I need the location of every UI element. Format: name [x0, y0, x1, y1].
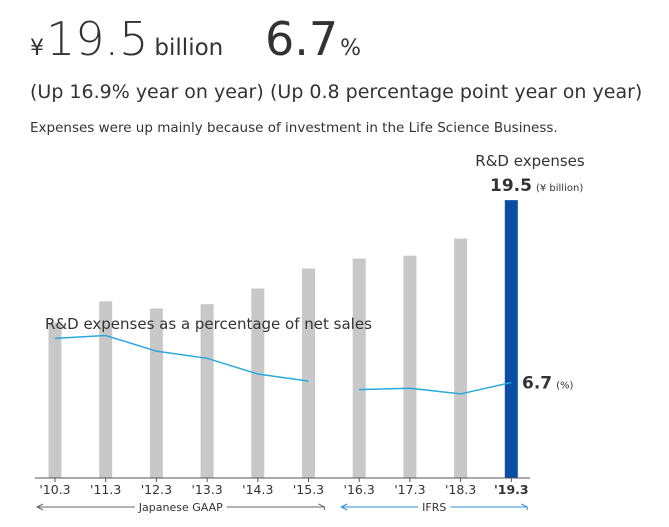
bar — [302, 268, 315, 478]
headline-value: 6.7 — [265, 12, 338, 66]
series-name: R&D expenses — [475, 152, 585, 170]
bar — [403, 255, 417, 478]
x-tick-label: '19.3 — [494, 482, 529, 497]
x-tick-label: '11.3 — [90, 482, 121, 497]
ratio-line — [359, 381, 512, 395]
x-tick-label: '12.3 — [141, 482, 172, 497]
series-name: R&D expenses as a percentage of net sale… — [45, 315, 372, 333]
subtitle: Expenses were up mainly because of inves… — [30, 120, 558, 136]
x-tick-label: '13.3 — [191, 482, 222, 497]
ratio-line — [54, 334, 309, 382]
arrow-head — [318, 503, 325, 510]
arrow-head — [521, 503, 528, 510]
x-tick-label: '17.3 — [394, 482, 425, 497]
x-tick-label: '10.3 — [39, 482, 70, 497]
x-tick-label: '16.3 — [344, 482, 375, 497]
data-label: 19.5 (¥ billion) — [490, 176, 583, 196]
bar — [454, 238, 468, 478]
x-tick-label: '14.3 — [242, 482, 273, 497]
change-ratio: (Up 0.8 percentage point year on year) — [270, 81, 642, 103]
bar — [149, 308, 163, 478]
bar — [48, 322, 62, 478]
data-label-value: 19.5 — [490, 176, 532, 196]
headline: ¥19.5 billion 6.7% — [30, 12, 361, 66]
headline-suffix: % — [340, 36, 361, 61]
unit-label: (%) — [556, 381, 573, 392]
x-tick-label: '15.3 — [293, 482, 324, 497]
group-label: Japanese GAAP — [138, 501, 223, 514]
headline-suffix: billion — [154, 35, 223, 61]
arrow-head — [35, 503, 44, 511]
group-label: IFRS — [422, 501, 446, 514]
bar — [352, 258, 366, 478]
headline-value: 19.5 — [46, 12, 148, 66]
data-label-value: 6.7 — [522, 374, 552, 394]
bar — [504, 200, 518, 478]
change-bars: (Up 16.9% year on year) — [30, 81, 264, 103]
bar — [200, 304, 214, 478]
bar — [251, 288, 265, 478]
unit-label: (¥ billion) — [536, 183, 583, 194]
data-label: 6.7 (%) — [522, 374, 574, 394]
bar — [99, 301, 113, 478]
arrow-head — [340, 503, 348, 511]
headline-prefix: ¥ — [30, 36, 44, 61]
x-tick-label: '18.3 — [445, 482, 476, 497]
